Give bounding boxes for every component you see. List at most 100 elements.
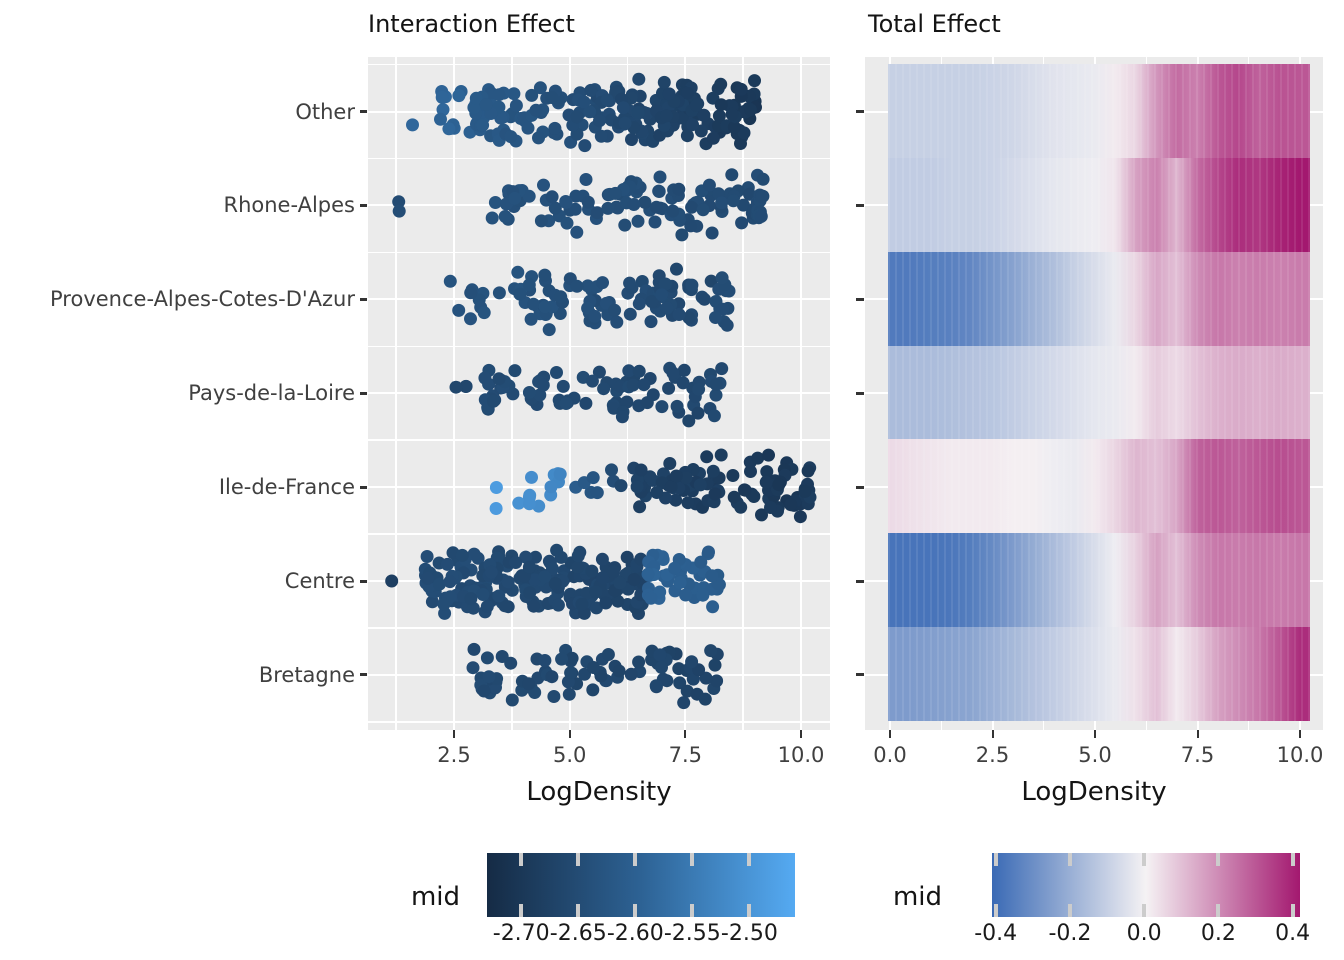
data-point: [670, 399, 684, 413]
data-point: [466, 661, 480, 675]
heatmap-row-Rhone-Alpes: [888, 157, 1310, 253]
x-tick-label: 2.5: [975, 743, 1010, 767]
data-point: [691, 406, 705, 420]
x-tick-mark: [991, 730, 994, 738]
colorbar-tick-mark: [1216, 904, 1221, 917]
minor-gridline: [368, 345, 830, 347]
data-point: [657, 75, 671, 89]
category-label: Pays-de-la-Loire: [188, 381, 355, 406]
data-point: [801, 464, 815, 478]
minor-gridline: [368, 627, 830, 629]
data-point: [708, 658, 722, 672]
colorbar-tick-label: 0.0: [1126, 921, 1162, 946]
y-tick-mark: [856, 485, 864, 489]
colorbar-tick-mark: [1290, 853, 1295, 866]
data-point: [581, 195, 595, 209]
data-point: [755, 190, 768, 204]
data-point: [705, 226, 719, 240]
data-point: [702, 545, 715, 559]
data-point: [727, 120, 741, 134]
data-point: [705, 569, 719, 583]
data-point: [677, 363, 691, 377]
y-tick-mark: [856, 673, 864, 677]
heatmap-row-Other: [888, 64, 1310, 159]
data-point: [532, 131, 545, 145]
data-point: [704, 644, 718, 658]
data-point: [699, 671, 713, 685]
left-x-axis-title: LogDensity: [526, 777, 672, 807]
category-label: Ile-de-France: [218, 475, 355, 500]
data-point: [672, 308, 686, 321]
data-point: [706, 464, 720, 478]
data-point: [684, 219, 698, 233]
data-point: [507, 87, 521, 101]
data-point: [508, 364, 522, 378]
data-point: [622, 364, 636, 378]
colorbar-tick-label: -2.60: [606, 921, 664, 946]
data-point: [736, 198, 750, 212]
data-point: [702, 178, 716, 192]
data-point: [634, 463, 648, 477]
data-point: [498, 210, 512, 223]
interaction-effect-plot-area: [368, 57, 830, 730]
data-point: [580, 586, 593, 600]
data-point: [693, 478, 707, 492]
data-point: [434, 112, 447, 126]
data-point: [632, 655, 646, 669]
minor-gridline: [368, 439, 830, 441]
data-point: [548, 577, 562, 590]
data-point: [529, 103, 543, 117]
data-point: [664, 480, 678, 494]
data-point: [659, 109, 673, 123]
data-point: [633, 500, 647, 514]
data-point: [571, 560, 585, 574]
colorbar-tick-mark: [633, 904, 638, 917]
category-label: Other: [295, 99, 355, 124]
data-point: [626, 378, 640, 392]
data-point: [478, 371, 492, 385]
data-point: [627, 573, 641, 586]
category-label: Rhone-Alpes: [223, 193, 356, 218]
data-point: [420, 550, 434, 563]
data-point: [590, 486, 604, 500]
colorbar-tick-mark: [1142, 853, 1147, 866]
data-point: [698, 692, 712, 706]
x-tick-mark: [453, 730, 455, 738]
colorbar-tick-label: 0.4: [1275, 921, 1311, 946]
data-point: [759, 475, 773, 489]
category-label: Bretagne: [258, 662, 355, 687]
data-point: [610, 315, 624, 329]
data-point: [560, 216, 574, 230]
data-point: [706, 600, 720, 614]
data-point: [709, 311, 722, 324]
data-point: [550, 366, 563, 379]
data-point: [597, 382, 611, 396]
data-point: [710, 674, 724, 688]
data-point: [459, 380, 473, 393]
data-point: [529, 550, 542, 564]
data-point: [681, 86, 694, 100]
x-tick-mark: [684, 730, 687, 738]
colorbar-tick-label: -2.70: [492, 921, 550, 946]
data-point: [615, 410, 629, 424]
data-point: [596, 276, 609, 290]
data-point: [537, 178, 550, 192]
data-point: [513, 287, 527, 301]
data-point: [492, 372, 506, 386]
right-plot-title: Total Effect: [868, 10, 1001, 38]
major-gridline: [368, 204, 830, 207]
x-tick-label: 10.0: [777, 743, 825, 767]
data-point: [637, 378, 651, 392]
data-point: [488, 196, 502, 209]
data-point: [559, 196, 573, 209]
data-point: [570, 279, 584, 293]
data-point: [556, 379, 570, 393]
x-tick-mark: [889, 730, 891, 738]
y-tick-mark: [360, 579, 367, 583]
data-point: [486, 394, 500, 408]
x-tick-label: 2.5: [437, 743, 471, 767]
data-point: [725, 168, 739, 182]
data-point: [715, 271, 729, 285]
data-point: [606, 565, 620, 579]
data-point: [538, 654, 552, 667]
